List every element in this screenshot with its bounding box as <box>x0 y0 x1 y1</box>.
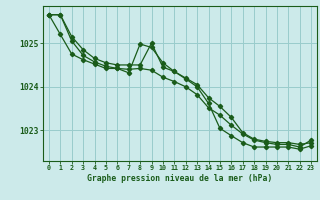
X-axis label: Graphe pression niveau de la mer (hPa): Graphe pression niveau de la mer (hPa) <box>87 174 273 183</box>
